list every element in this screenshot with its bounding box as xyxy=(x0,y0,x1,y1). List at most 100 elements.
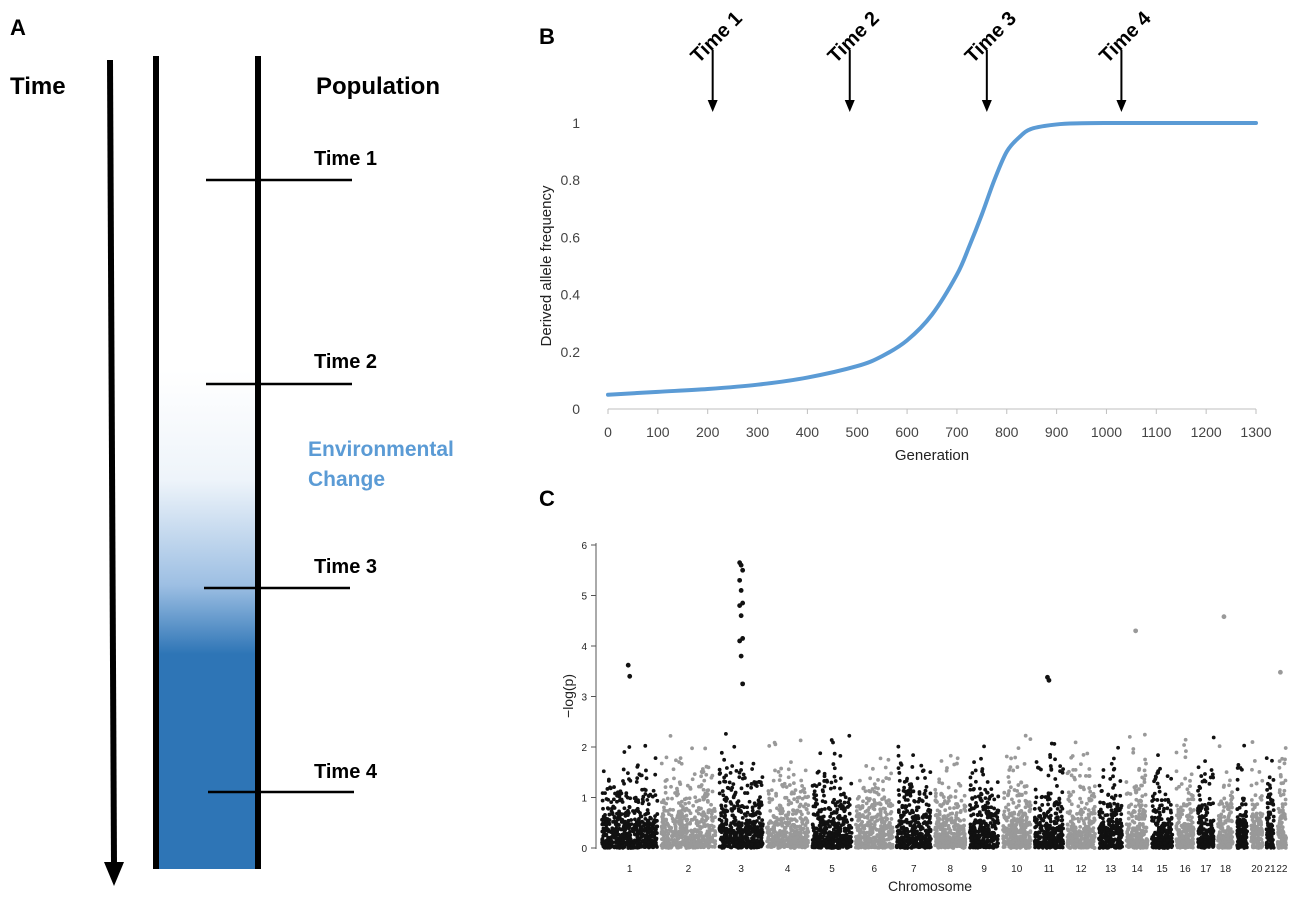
snp-point xyxy=(1106,792,1111,797)
snp-point xyxy=(700,818,704,823)
snp-point xyxy=(1056,802,1061,807)
snp-point xyxy=(1111,785,1115,790)
snp-point xyxy=(606,829,611,834)
snp-point xyxy=(1034,820,1039,825)
snp-point xyxy=(753,803,758,808)
snp-point xyxy=(935,838,940,843)
snp-point xyxy=(774,793,779,798)
snp-point xyxy=(606,778,611,783)
snp-point xyxy=(792,797,797,802)
snp-point xyxy=(1046,794,1051,799)
snp-point xyxy=(779,816,784,821)
snp-point xyxy=(795,835,800,840)
snp-point xyxy=(863,840,868,845)
snp-point xyxy=(832,810,837,814)
snp-point xyxy=(600,840,605,845)
snp-point xyxy=(919,763,924,768)
snp-point xyxy=(739,761,744,766)
snp-point xyxy=(765,825,769,830)
snp-point xyxy=(669,784,673,789)
snp-point xyxy=(740,776,745,781)
snp-point xyxy=(1016,783,1021,787)
snp-point xyxy=(817,823,822,828)
snp-point xyxy=(842,800,847,805)
snp-point xyxy=(899,762,904,767)
snp-point xyxy=(1046,773,1051,778)
snp-point xyxy=(645,824,650,829)
snp-point xyxy=(856,804,861,808)
env-change-label-line1: Environmental xyxy=(308,438,454,461)
snp-point xyxy=(607,844,612,849)
snp-point xyxy=(1140,783,1144,788)
snp-point xyxy=(896,766,901,771)
snp-point xyxy=(1111,767,1116,772)
snp-point xyxy=(948,753,953,758)
snp-point xyxy=(1118,779,1123,783)
snp-point xyxy=(912,798,917,803)
snp-point xyxy=(651,845,656,850)
snp-point xyxy=(822,793,826,798)
snp-point xyxy=(793,788,798,793)
snp-point xyxy=(1103,813,1108,818)
snp-point xyxy=(870,830,875,835)
snp-point xyxy=(968,822,973,827)
snp-point xyxy=(663,790,668,795)
snp-point xyxy=(1008,765,1013,770)
snp-point xyxy=(863,837,867,842)
snp-point xyxy=(990,793,994,798)
snp-point xyxy=(678,832,683,836)
snp-point xyxy=(885,816,890,821)
snp-point xyxy=(1077,811,1082,815)
snp-point xyxy=(798,802,803,807)
snp-point xyxy=(995,780,1000,785)
snp-point xyxy=(833,825,838,830)
snp-point xyxy=(995,844,1000,849)
snp-point xyxy=(941,833,946,838)
snp-point xyxy=(829,738,834,742)
snp-point xyxy=(847,733,852,738)
snp-point xyxy=(1023,805,1028,810)
snp-point xyxy=(768,808,773,813)
x-tick-label: 0 xyxy=(604,424,612,440)
time-axis-title: Time xyxy=(10,73,66,100)
snp-point xyxy=(849,781,854,786)
snp-point xyxy=(676,792,680,796)
snp-point xyxy=(1112,845,1117,850)
snp-point xyxy=(636,822,641,826)
snp-point xyxy=(1143,773,1148,778)
snp-point xyxy=(1132,826,1137,831)
snp-point xyxy=(756,798,761,803)
snp-point xyxy=(1137,768,1141,772)
snp-point xyxy=(750,830,755,834)
snp-point xyxy=(647,829,652,833)
snp-point xyxy=(744,813,748,818)
snp-point xyxy=(1033,787,1038,792)
snp-point xyxy=(691,803,696,808)
snp-point xyxy=(987,845,992,850)
snp-point xyxy=(1112,801,1117,806)
snp-point xyxy=(750,805,755,810)
snp-point xyxy=(920,769,925,774)
snp-point xyxy=(674,819,679,824)
snp-point xyxy=(983,787,988,792)
snp-point xyxy=(838,753,843,758)
snp-point xyxy=(1005,828,1010,833)
snp-point xyxy=(620,844,625,849)
snp-point xyxy=(1111,774,1115,779)
snp-point xyxy=(747,830,752,835)
snp-point xyxy=(1115,805,1120,810)
snp-point xyxy=(855,834,860,839)
snp-point xyxy=(1046,802,1050,807)
snp-point xyxy=(962,793,967,798)
snp-point xyxy=(883,810,888,815)
snp-point xyxy=(1016,746,1021,751)
snp-point xyxy=(601,769,606,774)
snp-point xyxy=(847,823,851,828)
x-axis-ticks: 0 100 200 300 400 500 600 700 800 900 1000 1100 1200… xyxy=(604,409,1272,440)
snp-point xyxy=(1059,842,1063,847)
snp-point xyxy=(902,838,907,843)
snp-point xyxy=(1078,840,1083,845)
snp-point xyxy=(748,824,753,829)
snp-point xyxy=(623,819,627,824)
snp-point xyxy=(1131,750,1136,755)
